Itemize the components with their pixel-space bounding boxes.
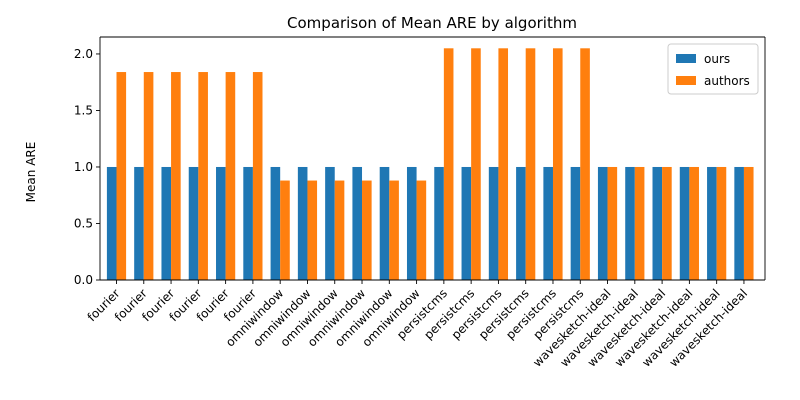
bar-ours-18 xyxy=(597,166,608,280)
bar-authors-12 xyxy=(443,48,454,280)
bar-authors-2 xyxy=(171,72,181,280)
bar-ours-16 xyxy=(543,166,553,280)
bar-authors-3 xyxy=(198,72,208,280)
bar-ours-21 xyxy=(679,166,690,280)
bar-authors-6 xyxy=(280,180,290,280)
bar-ours-23 xyxy=(734,166,744,280)
bar-ours-0 xyxy=(106,166,117,280)
bar-authors-7 xyxy=(307,180,318,280)
legend-swatch-authors xyxy=(676,76,696,85)
legend: ours authors xyxy=(667,43,759,95)
bar-ours-3 xyxy=(188,166,199,280)
bar-authors-14 xyxy=(498,48,509,280)
axes-layer xyxy=(99,36,766,281)
y-tick-label: 1.0 xyxy=(74,160,93,174)
y-tick-label: 2.0 xyxy=(74,47,93,61)
bar-ours-22 xyxy=(707,166,717,280)
y-tick-label: 1.5 xyxy=(74,103,93,117)
chart-title: Comparison of Mean ARE by algorithm xyxy=(287,14,577,32)
bar-ours-9 xyxy=(352,166,363,280)
bar-ours-15 xyxy=(516,166,526,280)
bar-ours-17 xyxy=(570,166,581,280)
bar-authors-0 xyxy=(116,72,127,280)
bar-authors-5 xyxy=(252,72,263,280)
bar-authors-22 xyxy=(716,166,727,280)
bar-ours-2 xyxy=(161,166,172,280)
bar-ours-6 xyxy=(270,166,281,280)
bar-authors-21 xyxy=(689,166,699,280)
legend-swatch-ours xyxy=(676,54,696,63)
bar-authors-20 xyxy=(662,166,672,280)
bar-authors-9 xyxy=(362,180,372,280)
bar-ours-12 xyxy=(434,166,444,280)
bar-authors-10 xyxy=(389,180,399,280)
bar-authors-18 xyxy=(607,166,618,280)
bar-ours-5 xyxy=(243,166,253,280)
bar-authors-15 xyxy=(525,48,536,280)
bar-authors-1 xyxy=(143,72,154,280)
y-axis-label: Mean ARE xyxy=(24,142,38,203)
bar-ours-14 xyxy=(488,166,499,280)
bar-authors-8 xyxy=(334,180,345,280)
y-tick-label: 0.5 xyxy=(74,216,93,230)
bar-ours-20 xyxy=(652,166,663,280)
legend-label-authors: authors xyxy=(704,74,750,88)
bar-authors-17 xyxy=(580,48,590,280)
bar-authors-19 xyxy=(634,166,645,280)
bar-ours-4 xyxy=(216,166,226,280)
bar-authors-13 xyxy=(471,48,481,280)
bar-authors-11 xyxy=(416,180,427,280)
bar-ours-13 xyxy=(461,166,472,280)
bar-ours-1 xyxy=(134,166,144,280)
bar-ours-10 xyxy=(379,166,390,280)
bar-ours-8 xyxy=(325,166,335,280)
y-tick-label: 0.0 xyxy=(74,273,93,287)
bar-ours-7 xyxy=(297,166,308,280)
legend-label-ours: ours xyxy=(704,52,730,66)
bar-authors-16 xyxy=(552,48,563,280)
bar-authors-4 xyxy=(225,72,236,280)
bar-authors-23 xyxy=(743,166,754,280)
bars-layer xyxy=(106,48,754,280)
bar-ours-11 xyxy=(406,166,417,280)
bar-ours-19 xyxy=(625,166,635,280)
